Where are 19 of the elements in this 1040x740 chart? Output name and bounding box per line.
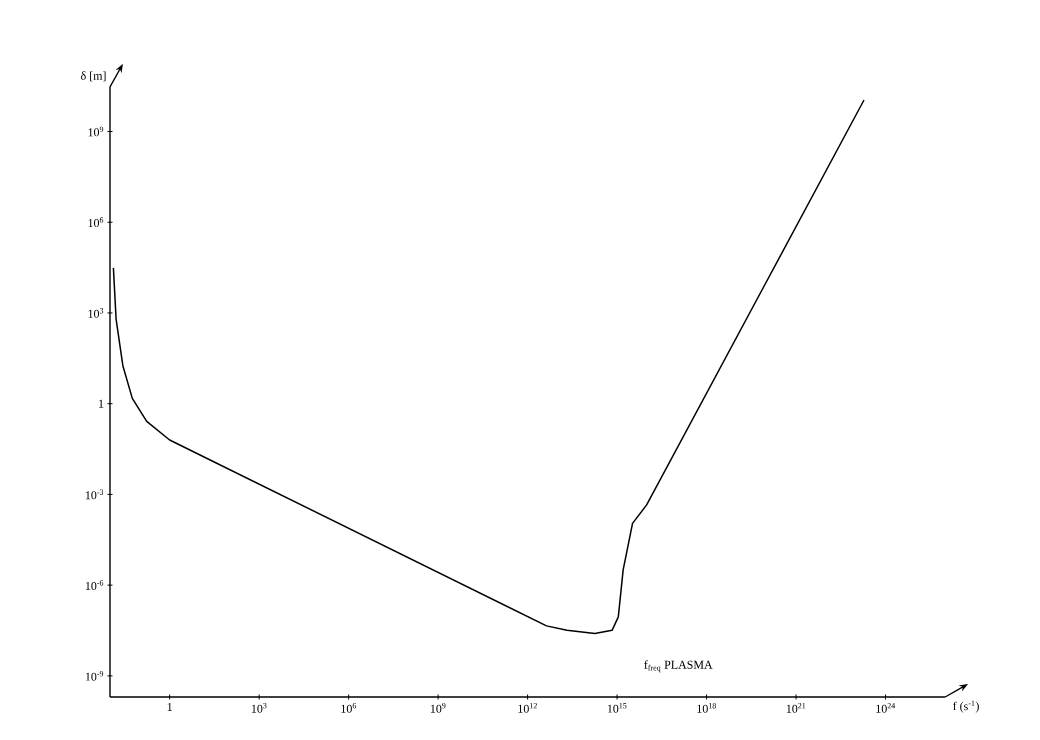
y-tick-label: 10$^{6}$ bbox=[88, 217, 104, 228]
y-tick-label: 10$^{3}$ bbox=[88, 308, 104, 318]
y-tick-label: 1 bbox=[99, 399, 104, 408]
x-tick-label: 10$^{6}$ bbox=[341, 703, 357, 713]
y-tick-label: 10$^{-3}$ bbox=[85, 489, 104, 500]
x-tick-label: 10$^{24}$ bbox=[876, 703, 896, 713]
annotation: f$_{freq}$ PLASMA bbox=[644, 660, 713, 673]
x-tick-label: 10$^{18}$ bbox=[697, 703, 716, 713]
x-tick-label: 10$^{9}$ bbox=[430, 703, 446, 713]
x-axis-title: f (s$^{-1}$) bbox=[953, 700, 979, 713]
x-tick-label: 10$^{15}$ bbox=[607, 703, 627, 713]
y-axis-title: δ [m] bbox=[81, 71, 106, 82]
y-tick-label: 10$^{-9}$ bbox=[85, 670, 104, 681]
x-tick-label: 10$^{21}$ bbox=[786, 703, 806, 713]
x-tick-label: 10$^{3}$ bbox=[251, 703, 267, 713]
y-tick-label: 10$^{9}$ bbox=[88, 126, 104, 137]
x-tick-label: 1 bbox=[167, 703, 172, 711]
x-tick-label: 10$^{12}$ bbox=[518, 703, 537, 713]
y-tick-label: 10$^{-6}$ bbox=[85, 580, 104, 590]
